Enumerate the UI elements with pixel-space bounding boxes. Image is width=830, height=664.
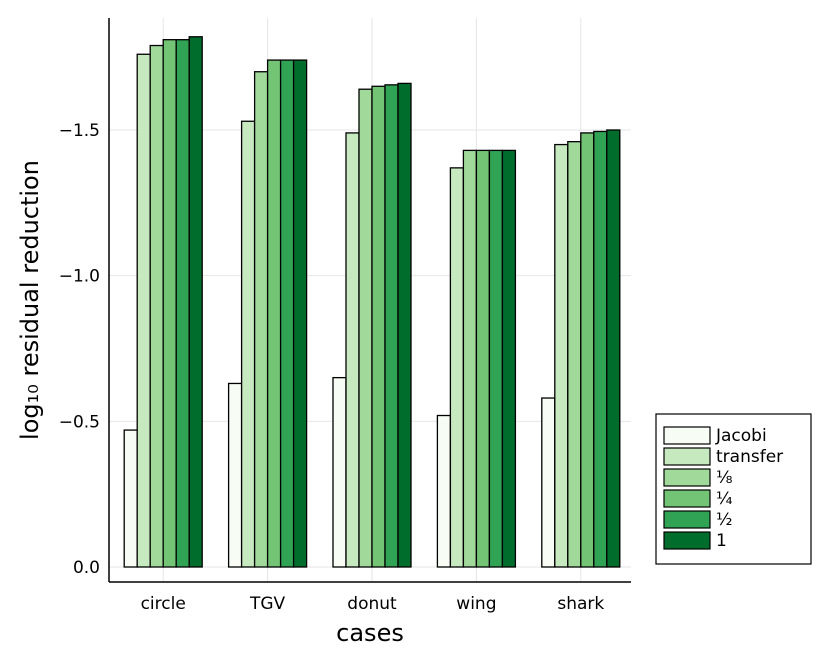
bar [345,132,360,568]
bar [188,36,203,568]
bar [358,88,373,568]
bar [606,129,621,568]
bar [136,53,151,568]
bar [162,39,177,568]
bar [462,149,478,568]
bar [240,120,256,568]
y-tick-label: −1.5 [59,121,100,141]
bar [227,382,243,568]
legend-swatch [663,489,711,508]
x-tick-label: donut [347,594,397,614]
bar [488,149,504,568]
legend-label: Jacobi [715,426,767,446]
legend-swatch [663,531,711,550]
bar [332,376,347,568]
bar [279,59,295,568]
x-tick-label: circle [141,594,186,614]
axes [108,18,631,583]
legend-swatch [663,510,711,529]
bar [266,59,282,568]
bar [449,167,465,568]
bar [567,141,582,568]
legend-label: ¼ [716,489,732,509]
legend-label: 1 [716,531,727,551]
legend-label: ⅛ [716,468,732,488]
x-tick-label: wing [456,594,496,614]
legend-swatch [663,426,711,445]
bar [475,149,491,568]
bar [371,85,386,568]
bar [554,143,569,568]
bar [580,132,595,568]
x-tick-label: TGV [249,594,286,614]
y-tick-label: −1.0 [59,267,100,287]
bars [123,36,621,568]
y-axis-title: log₁₀ residual reduction [16,160,44,440]
bar [384,84,399,568]
bar [149,44,164,568]
bar [123,429,138,568]
legend-swatch [663,447,711,466]
bar [541,397,556,568]
bar [501,149,517,568]
x-ticks: circle TGV donut wing shark [141,594,605,614]
y-ticks: 0.0 −0.5 −1.0 −1.5 [59,121,100,578]
bar [253,71,269,568]
bar [436,414,452,568]
bar [397,82,412,568]
legend-label: transfer [716,447,783,467]
y-tick-label: 0.0 [73,558,100,578]
x-axis-title: cases [336,619,404,647]
x-tick-label: shark [557,594,604,614]
legend-swatch [663,468,711,487]
y-tick-label: −0.5 [59,412,100,432]
legend-label: ½ [716,510,732,530]
bar [292,59,308,568]
bar [175,39,190,568]
bar [593,130,608,568]
